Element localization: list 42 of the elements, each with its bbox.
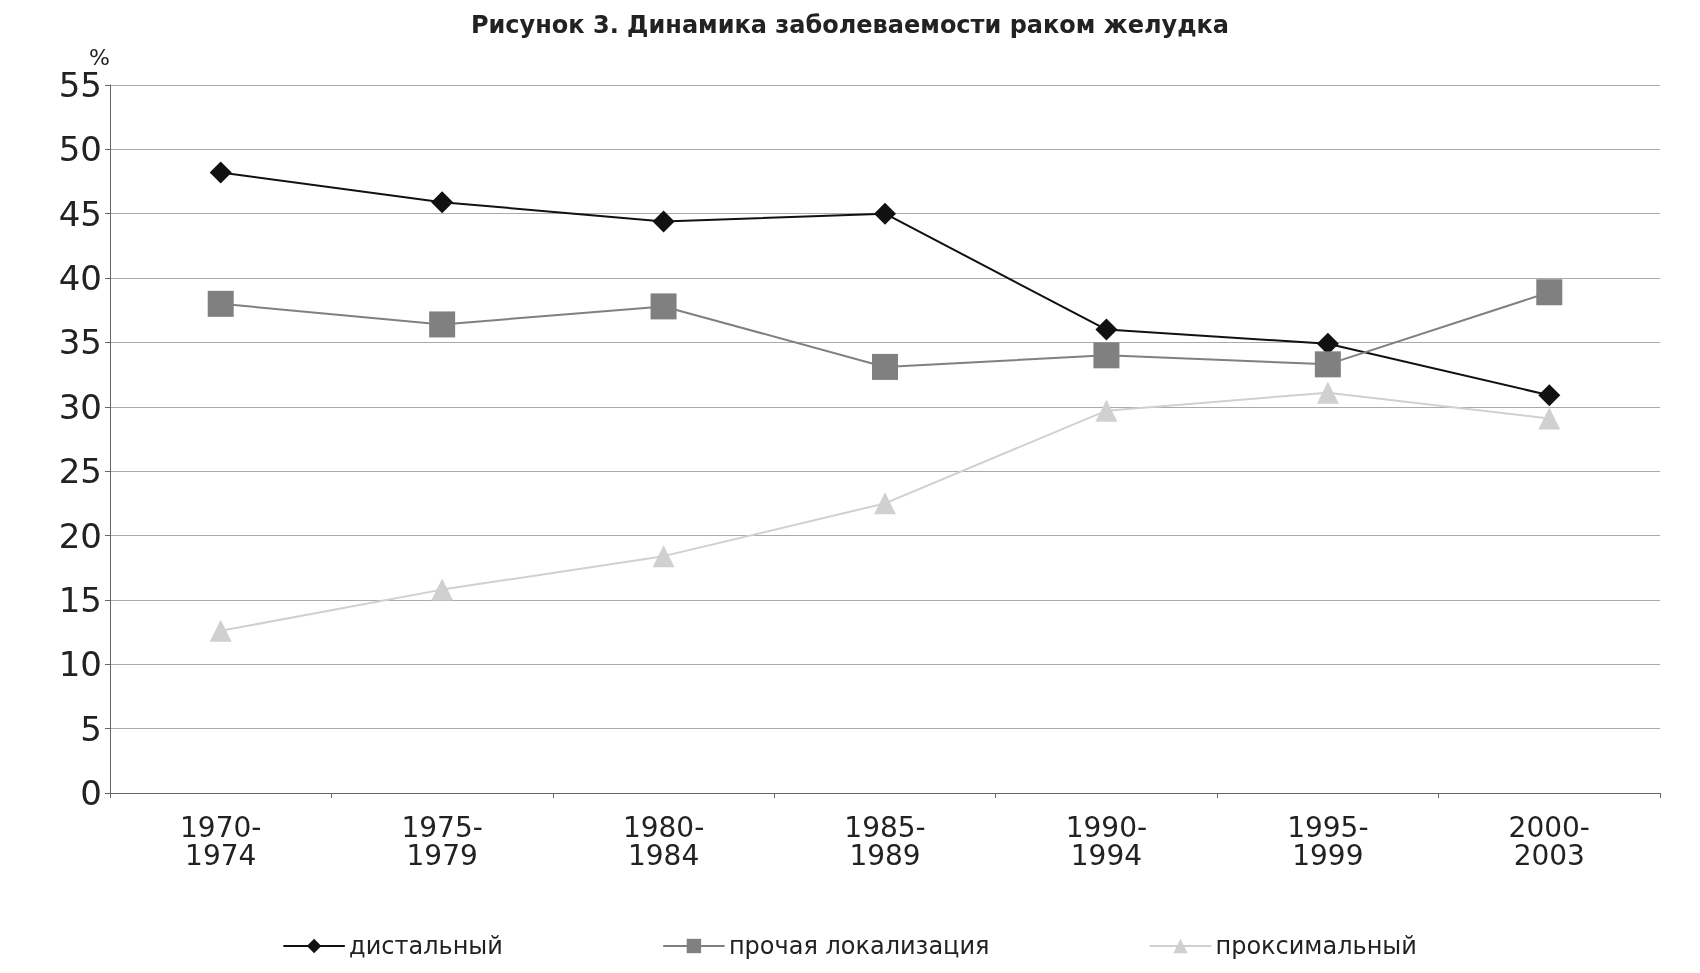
- point: [1538, 407, 1561, 430]
- point: [431, 191, 454, 214]
- y-tick-label: 15: [58, 579, 102, 620]
- y-tick-label: 10: [58, 644, 102, 685]
- point: [1095, 318, 1118, 341]
- point: [874, 202, 896, 225]
- legend-label: проксимальный: [1215, 932, 1417, 960]
- point: [872, 353, 898, 380]
- y-tick-label: 0: [80, 773, 102, 813]
- x-tick-label: 1990- 1994: [1065, 810, 1148, 872]
- y-tick-label: 30: [58, 386, 102, 427]
- y-tick-label: 50: [58, 129, 102, 170]
- x-tick-label: 1995- 1999: [1287, 810, 1369, 872]
- point: [431, 578, 454, 601]
- legend-label: прочая локализация: [728, 932, 990, 960]
- point: [1316, 381, 1339, 404]
- y-tick-label: 35: [58, 322, 102, 363]
- x-tick-label: 1985- 1989: [844, 810, 926, 872]
- legend-label: дистальный: [349, 932, 503, 960]
- point: [1095, 399, 1118, 422]
- point: [652, 545, 675, 568]
- point: [1093, 342, 1120, 369]
- point: [429, 311, 456, 338]
- point: [207, 290, 234, 317]
- y-tick-label: 45: [58, 193, 102, 234]
- point: [652, 210, 675, 233]
- point: [1538, 384, 1561, 407]
- point: [1536, 279, 1563, 306]
- point: [1314, 351, 1341, 378]
- point: [209, 619, 232, 642]
- x-tick-label: 1970- 1974: [180, 810, 262, 872]
- point: [650, 293, 677, 320]
- chart-title: Рисунок 3. Динамика заболеваемости раком желудка: [470, 11, 1230, 39]
- point: [209, 161, 232, 184]
- y-tick-label: 40: [58, 258, 102, 299]
- x-tick-label: 1980- 1984: [622, 810, 705, 872]
- y-tick-label: 20: [58, 515, 102, 556]
- y-tick-label: 5: [80, 708, 102, 749]
- y-tick-label: 25: [58, 451, 102, 492]
- x-tick-label: 1975- 1979: [401, 810, 483, 872]
- point: [874, 492, 896, 515]
- x-tick-label: 2000- 2003: [1508, 810, 1590, 872]
